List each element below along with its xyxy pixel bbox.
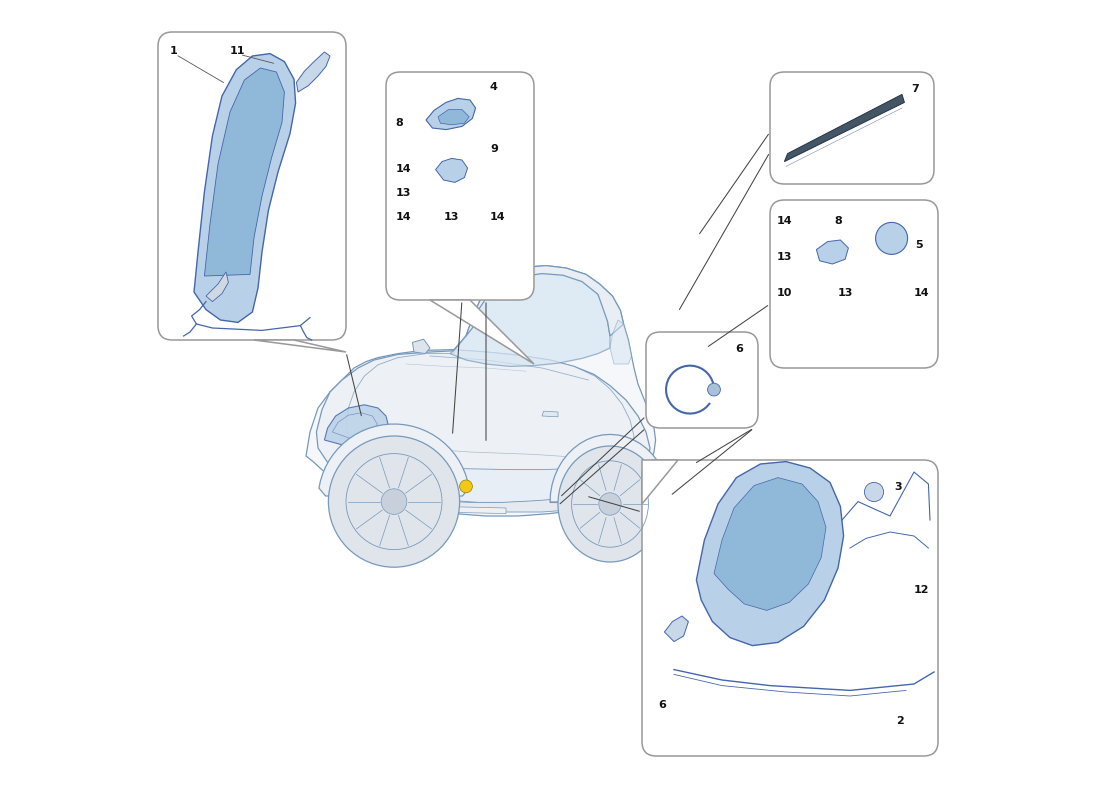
Polygon shape <box>714 478 826 610</box>
Polygon shape <box>296 52 330 92</box>
Polygon shape <box>784 94 904 162</box>
Ellipse shape <box>558 446 662 562</box>
Text: 8: 8 <box>834 216 842 226</box>
Text: 6: 6 <box>658 700 666 710</box>
Text: 10: 10 <box>777 288 792 298</box>
Polygon shape <box>412 339 430 354</box>
Text: 12: 12 <box>914 586 929 595</box>
Polygon shape <box>306 266 656 516</box>
FancyBboxPatch shape <box>642 460 938 756</box>
Text: 3: 3 <box>894 482 902 492</box>
Text: 13: 13 <box>777 252 792 262</box>
Text: 5: 5 <box>915 240 923 250</box>
FancyBboxPatch shape <box>158 32 346 340</box>
Text: 13: 13 <box>838 288 854 298</box>
Polygon shape <box>362 466 607 502</box>
Polygon shape <box>205 68 285 276</box>
Polygon shape <box>696 462 844 646</box>
Polygon shape <box>426 98 475 130</box>
FancyBboxPatch shape <box>770 72 934 184</box>
Text: 11: 11 <box>230 46 245 57</box>
Text: 2: 2 <box>896 716 904 726</box>
Polygon shape <box>206 272 229 302</box>
Polygon shape <box>816 240 848 264</box>
Polygon shape <box>317 350 650 510</box>
Circle shape <box>598 493 622 515</box>
Polygon shape <box>450 266 610 366</box>
Polygon shape <box>642 460 678 504</box>
Text: 8: 8 <box>396 118 404 129</box>
Circle shape <box>460 480 472 493</box>
Text: 7: 7 <box>912 84 920 94</box>
Polygon shape <box>542 411 558 417</box>
FancyBboxPatch shape <box>646 332 758 428</box>
Circle shape <box>329 436 460 567</box>
Text: 13: 13 <box>396 188 411 198</box>
Polygon shape <box>324 428 366 478</box>
Text: 14: 14 <box>396 164 411 174</box>
Text: 14: 14 <box>490 212 506 222</box>
Polygon shape <box>436 158 468 182</box>
FancyBboxPatch shape <box>386 72 534 300</box>
Text: 4: 4 <box>490 82 498 92</box>
Polygon shape <box>194 54 296 322</box>
Polygon shape <box>610 320 631 364</box>
Polygon shape <box>319 424 469 496</box>
Circle shape <box>865 482 883 502</box>
Polygon shape <box>324 405 388 446</box>
Text: 6: 6 <box>736 344 744 354</box>
FancyBboxPatch shape <box>770 200 938 368</box>
Circle shape <box>707 383 721 396</box>
Polygon shape <box>254 340 346 352</box>
Polygon shape <box>664 616 689 642</box>
Polygon shape <box>430 300 534 364</box>
Polygon shape <box>466 266 624 336</box>
Text: 14: 14 <box>777 216 792 226</box>
Polygon shape <box>438 110 470 125</box>
Text: 13: 13 <box>443 212 459 222</box>
Text: 1: 1 <box>170 46 178 57</box>
Polygon shape <box>550 434 670 502</box>
Polygon shape <box>438 506 506 514</box>
Text: 9: 9 <box>490 144 498 154</box>
Text: 14: 14 <box>396 212 411 222</box>
Circle shape <box>876 222 907 254</box>
Polygon shape <box>588 470 616 494</box>
Polygon shape <box>332 413 377 438</box>
Polygon shape <box>362 483 613 512</box>
Circle shape <box>382 489 407 514</box>
Polygon shape <box>346 350 634 488</box>
Text: 14: 14 <box>914 288 929 298</box>
